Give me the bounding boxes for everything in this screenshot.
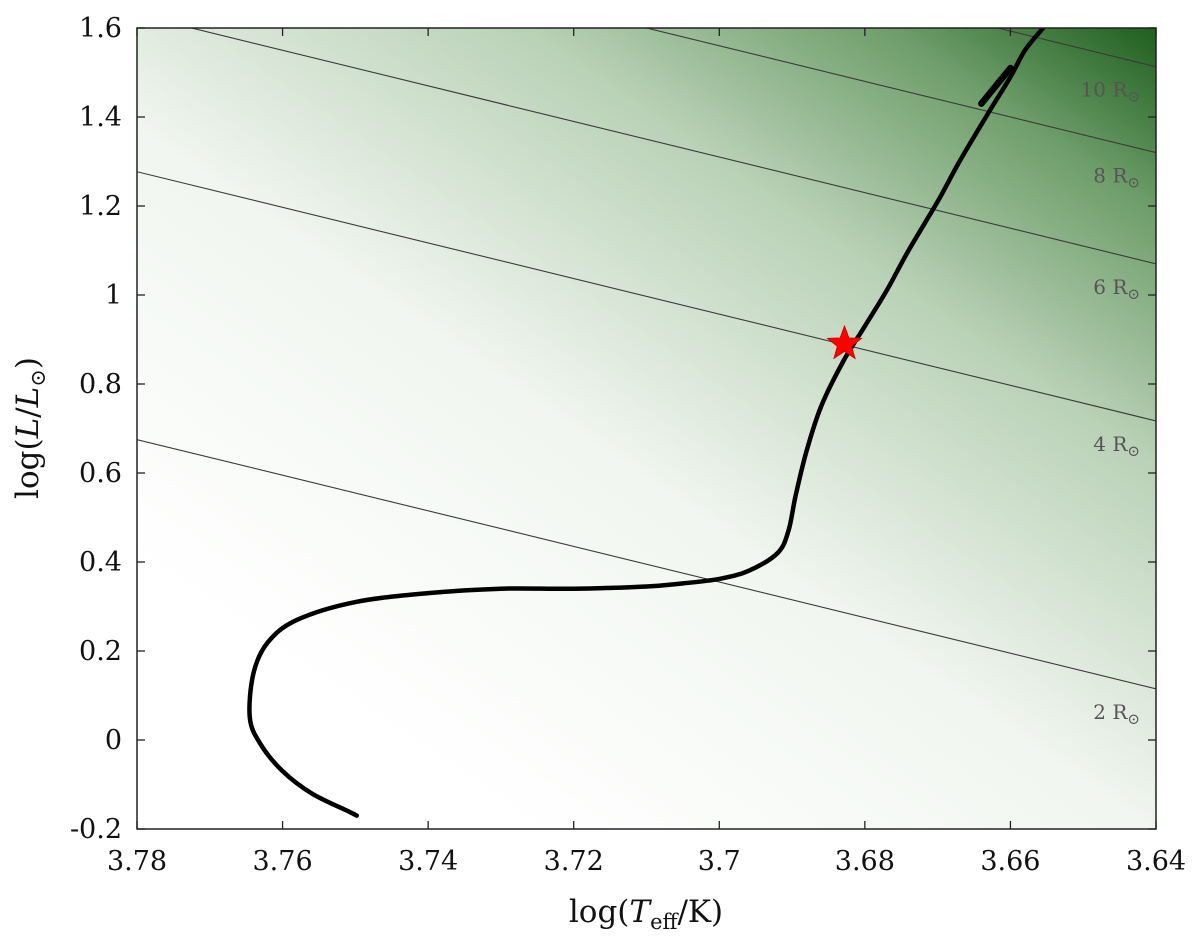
y-tick-label: 1 [105,280,122,311]
radius-label: 10 R⊙ [1081,78,1140,106]
y-axis-ticks: -0.2 0 0.2 0.4 0.6 0.8 1 1.2 1.4 1.6 [70,13,1156,845]
x-axis-title: log(Teff/K) [569,894,723,934]
x-tick-label: 3.72 [544,846,604,877]
y-tick-label: 0.6 [79,458,122,489]
y-axis-title: log(L/L⊙) [10,357,50,499]
y-tick-label: 0 [105,725,122,756]
y-tick-label: 0.4 [79,547,122,578]
y-tick-label: 0.2 [79,636,122,667]
annotations [826,324,863,360]
radius-line [137,171,1156,422]
x-tick-label: 3.66 [980,846,1040,877]
y-tick-label: 1.2 [79,191,122,222]
plot-frame [136,27,1157,830]
x-tick-label: 3.7 [698,846,741,877]
radius-line [137,439,1156,690]
x-axis-ticks: 3.78 3.76 3.74 3.72 3.7 3.68 3.66 3.64 [107,28,1186,877]
radius-label: 6 R⊙ [1093,275,1140,303]
x-tick-label: 3.68 [835,846,895,877]
evolution-track-line [247,28,1046,818]
plot-background [137,28,1156,829]
x-tick-label: 3.76 [253,846,313,877]
x-tick-label: 3.78 [107,846,167,877]
radius-line [189,28,1156,265]
track-segment [978,64,1014,107]
x-tick-label: 3.64 [1126,846,1186,877]
star-marker [826,324,863,360]
y-tick-label: 1.6 [79,13,122,44]
y-tick-label: -0.2 [70,814,122,845]
y-tick-label: 0.8 [79,369,122,400]
evolution-track [247,28,1046,818]
y-tick-label: 1.4 [79,102,122,133]
x-tick-label: 3.74 [398,846,458,877]
